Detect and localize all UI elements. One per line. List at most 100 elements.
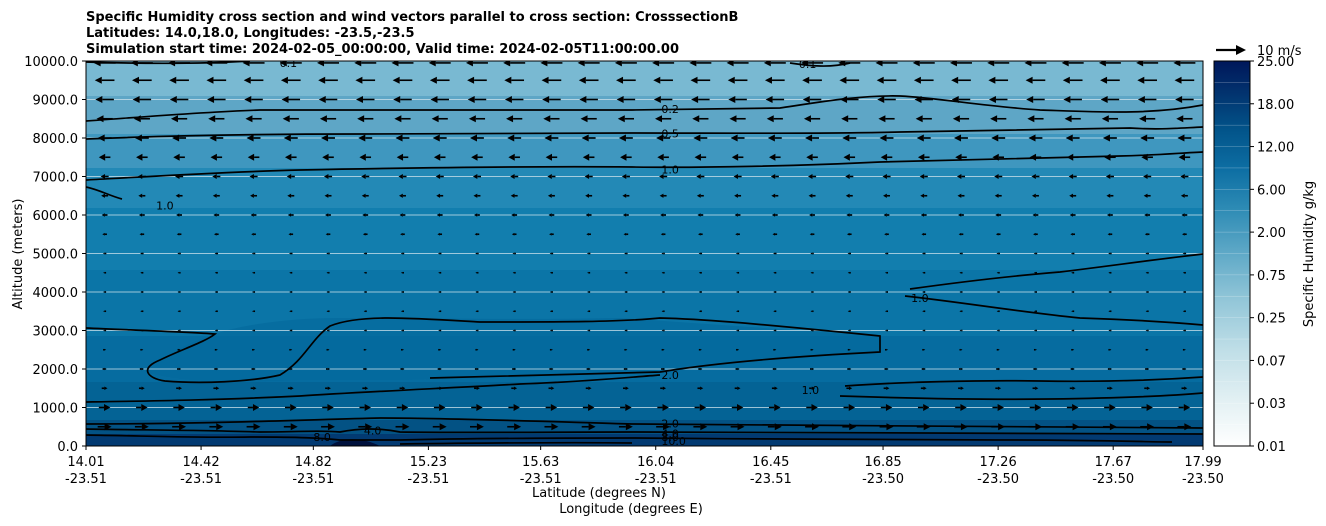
wind-vector-head [620,153,627,161]
wind-vector-head [252,329,254,332]
wind-vector-head [661,271,664,274]
wind-vector-head [93,61,101,67]
wind-vector-head [653,76,661,84]
wind-vector-head [1108,310,1111,313]
wind-vector-head [624,291,627,293]
wind-vector-head [987,61,995,67]
wind-vector-head [251,252,254,255]
wind-vector-head [697,213,701,217]
wind-vector-head [1182,329,1185,332]
wind-vector-head [884,232,887,236]
wind-vector-head [175,193,180,198]
wind-vector-head [172,134,180,142]
wind-vector-head [689,61,697,67]
humidity-blob-surface [330,439,380,446]
wind-vector-head [512,291,515,293]
wind-vector-head [1108,271,1111,274]
wind-vector-head [253,367,256,371]
wind-vector-head [503,61,511,67]
wind-vector-head [923,386,927,391]
wind-vector-head [885,404,893,411]
wind-vector-head [103,271,105,274]
wind-vector-head [1106,193,1111,198]
wind-vector-head [510,193,515,198]
wind-vector-head [319,115,327,123]
wind-vector-head [1109,367,1112,371]
wind-vector-head [582,153,590,161]
wind-vector-head [169,96,177,103]
wind-vector-head [214,329,217,332]
wind-vector-head [811,367,815,371]
wind-vector-head [396,153,404,161]
wind-vector-head [1109,404,1116,411]
wind-vector-head [997,404,1005,411]
wind-vector-head [587,310,589,313]
colorbar-tick-label: 6.00 [1257,183,1286,198]
wind-vector-head [507,134,515,142]
wind-vector-head [549,329,552,332]
wind-vector-head [847,271,850,274]
colorbar-tick-label: 0.01 [1257,440,1286,455]
wind-vector-head [847,329,850,332]
wind-vector-head [439,404,446,411]
wind-vector-head [549,271,552,274]
wind-vector-head [1102,134,1110,142]
wind-vector-head [810,271,813,274]
y-tick-label: 5000.0 [33,248,79,263]
wind-vector-head [1031,174,1036,179]
y-tick-label: 0.0 [57,440,78,455]
contour-2-0-loop [86,317,881,384]
wind-vector-head [960,367,964,371]
wind-vector-head [287,193,292,198]
wind-vector-head [551,423,559,431]
wind-vector-head [433,153,441,161]
wind-vector-head [402,367,405,371]
wind-vector-head [1025,76,1033,84]
wind-vector-head [661,291,664,293]
wind-vector-head [280,76,288,84]
wind-vector-head [512,329,515,332]
contour-label: 2.0 [661,369,679,382]
x-tick-label-lat: 14.01 [67,455,104,470]
x-tick-label-lon: -23.51 [407,472,449,487]
wind-vector-head [614,61,622,67]
x-tick-label-lat: 17.99 [1184,455,1221,470]
wind-vector-head [876,76,884,84]
x-tick-label-lat: 14.82 [295,455,332,470]
wind-vector-head [317,61,325,67]
wind-vector-head [774,423,782,431]
wind-vector-head [363,329,366,332]
contour-2-0-lower [86,374,661,403]
wind-vector-head [476,367,479,371]
wind-vector-head [839,76,847,84]
humidity-band-1 [86,96,1203,134]
wind-vector-head [399,193,403,198]
wind-vector-head [132,96,140,103]
wind-vector-head [504,76,512,84]
wind-vector-head [324,193,329,198]
x-tick-label-lon: -23.50 [1092,472,1134,487]
colorbar-label: Specific Humidity g/kg [1302,181,1317,327]
wind-vector-head [327,404,334,411]
wind-vector-head [577,61,585,67]
wind-vector-head [693,134,701,142]
wind-vector-head [848,386,853,391]
wind-vector-head [393,96,401,103]
wind-vector-head [811,348,814,351]
wind-vector-head [997,386,1002,391]
wind-vector-head [476,386,480,391]
wind-vector-head [358,134,366,142]
wind-vector-head [996,310,999,313]
wind-vector-head [1175,96,1183,103]
wind-vector-head [1034,404,1042,411]
wind-vector-head [960,404,967,411]
wind-vector-head [253,348,256,351]
wind-vector-head [395,134,403,142]
contour-label: 0.1 [280,57,298,70]
wind-vector-head [282,115,290,123]
wind-vector-head [359,153,366,161]
wind-vector-head [660,213,664,217]
wind-vector-head [549,291,552,293]
wind-vector-head [884,252,887,255]
wind-vector-head [177,310,180,313]
